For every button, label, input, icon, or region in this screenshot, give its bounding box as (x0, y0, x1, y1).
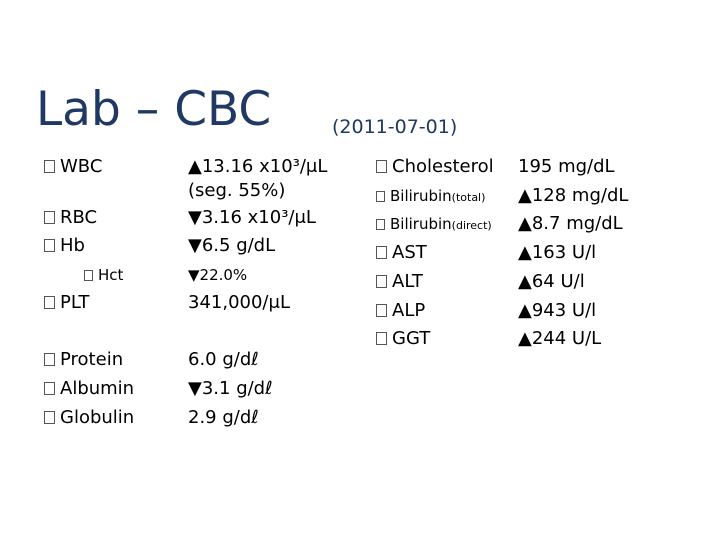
rbc-value: ▼3.16 x10³/μL (188, 207, 316, 228)
bullet-icon (376, 304, 387, 317)
bullet-icon (44, 382, 55, 395)
ggt-label: GGT (392, 328, 431, 349)
alt-value: ▲64 U/l (518, 271, 585, 292)
rbc-item: RBC (44, 209, 97, 227)
hb-value: ▼6.5 g/dL (188, 235, 276, 256)
globulin-label: Globulin (60, 407, 135, 428)
bilirubin-total-qualifier: (total) (451, 191, 486, 204)
bilirubin-total-label: Bilirubin (390, 187, 452, 205)
bullet-icon (44, 239, 55, 252)
rbc-label: RBC (60, 207, 98, 228)
hb-item: Hb (44, 237, 85, 255)
ast-item: AST (376, 244, 427, 262)
bilirubin-total-value: ▲128 mg/dL (518, 185, 629, 206)
bilirubin-direct-label: Bilirubin (390, 215, 452, 233)
plt-label: PLT (60, 292, 90, 313)
bullet-icon (84, 270, 93, 281)
bullet-icon (44, 296, 55, 309)
bullet-icon (376, 246, 387, 259)
bilirubin-direct-item: Bilirubin(direct) (376, 217, 492, 232)
ast-value: ▲163 U/l (518, 242, 597, 263)
protein-value: 6.0 g/dℓ (188, 349, 259, 370)
date-label: (2011-07-01) (332, 116, 458, 138)
bullet-icon (44, 160, 55, 173)
plt-value: 341,000/μL (188, 292, 290, 313)
hct-label: Hct (98, 266, 124, 284)
bilirubin-total-item: Bilirubin(total) (376, 189, 485, 204)
globulin-item: Globulin (44, 409, 134, 427)
wbc-item: WBC (44, 158, 102, 176)
wbc-value: ▲13.16 x10³/μL (188, 156, 328, 177)
page-title: Lab – CBC (36, 82, 272, 137)
alp-value: ▲943 U/l (518, 300, 597, 321)
cholesterol-value: 195 mg/dL (518, 156, 615, 177)
bilirubin-direct-qualifier: (direct) (451, 219, 492, 232)
bullet-icon (376, 191, 385, 202)
globulin-value: 2.9 g/dℓ (188, 407, 259, 428)
bilirubin-direct-value: ▲8.7 mg/dL (518, 213, 623, 234)
hct-value: ▼22.0% (188, 266, 248, 284)
protein-label: Protein (60, 349, 124, 370)
alt-item: ALT (376, 273, 423, 291)
ggt-item: GGT (376, 330, 430, 348)
wbc-label: WBC (60, 156, 103, 177)
wbc-seg-value: (seg. 55%) (188, 180, 286, 201)
alp-item: ALP (376, 302, 425, 320)
alt-label: ALT (392, 271, 423, 292)
albumin-item: Albumin (44, 380, 134, 398)
bullet-icon (376, 275, 387, 288)
protein-item: Protein (44, 351, 123, 369)
cholesterol-item: Cholesterol (376, 158, 494, 176)
hct-item: Hct (84, 268, 123, 283)
albumin-label: Albumin (60, 378, 135, 399)
alp-label: ALP (392, 300, 426, 321)
bullet-icon (376, 332, 387, 345)
bullet-icon (376, 160, 387, 173)
ast-label: AST (392, 242, 427, 263)
bullet-icon (44, 353, 55, 366)
albumin-value: ▼3.1 g/dℓ (188, 378, 273, 399)
plt-item: PLT (44, 294, 89, 312)
bullet-icon (44, 411, 55, 424)
ggt-value: ▲244 U/L (518, 328, 602, 349)
hb-label: Hb (60, 235, 85, 256)
cholesterol-label: Cholesterol (392, 156, 494, 177)
bullet-icon (44, 211, 55, 224)
bullet-icon (376, 219, 385, 230)
